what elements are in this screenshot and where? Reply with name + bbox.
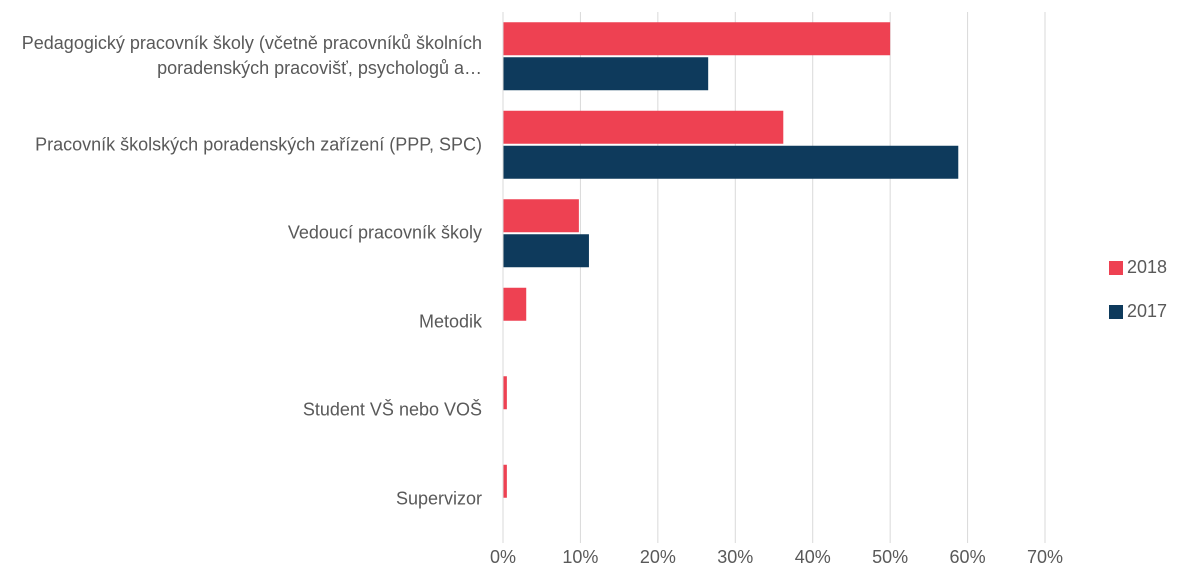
bar (503, 57, 709, 91)
bar (503, 234, 589, 268)
y-tick-label: Metodik (418, 311, 482, 332)
y-tick-label: Pedagogický pracovník školy (včetně prac… (21, 33, 482, 79)
x-tick-label: 30% (717, 547, 753, 567)
bar (503, 110, 784, 144)
x-tick-label: 0% (490, 547, 516, 567)
y-tick-label: Student VŠ nebo VOŠ (302, 399, 482, 420)
x-tick-label: 10% (562, 547, 598, 567)
x-tick-label: 50% (872, 547, 908, 567)
y-tick-label: Pracovník školských poradenských zařízen… (35, 134, 482, 155)
x-tick-label: 70% (1027, 547, 1063, 567)
y-tick-label: Vedoucí pracovník školy (287, 222, 482, 243)
bar (503, 376, 507, 410)
legend-label: 2017 (1127, 301, 1167, 321)
x-tick-label: 60% (950, 547, 986, 567)
bar (503, 145, 959, 179)
x-tick-label: 40% (795, 547, 831, 567)
bar (503, 199, 579, 233)
x-tick-label: 20% (640, 547, 676, 567)
bar (503, 287, 527, 321)
y-tick-label: Supervizor (395, 488, 482, 509)
legend-swatch (1109, 305, 1123, 319)
bar (503, 22, 891, 56)
legend-label: 2018 (1127, 257, 1167, 277)
bar (503, 464, 507, 498)
legend-swatch (1109, 261, 1123, 275)
